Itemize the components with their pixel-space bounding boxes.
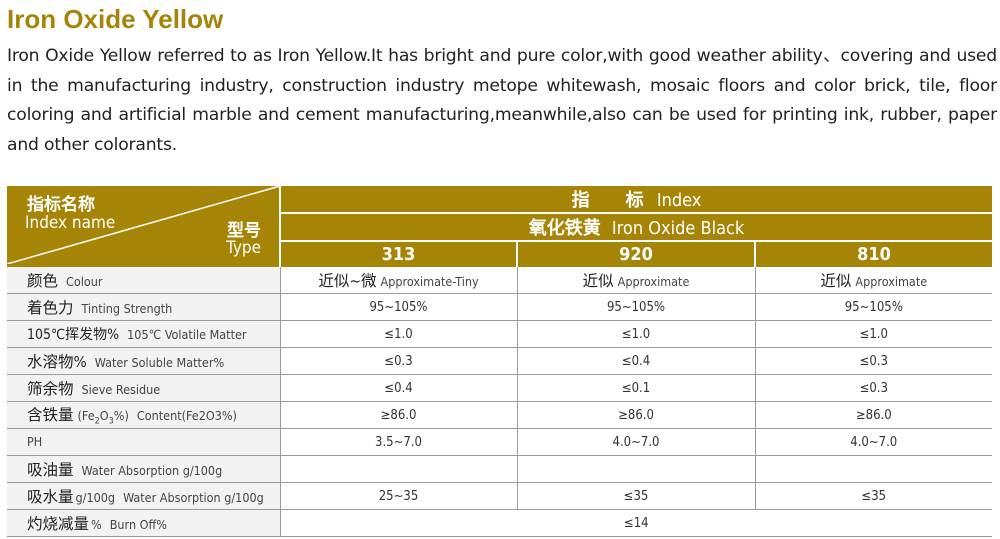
row-label-unit: % [91,517,102,532]
cell-810: 95~105% [754,293,993,321]
row-label-formula: (Fe2O3%) [77,408,129,427]
cell-810: 近似 Approximate [754,267,993,294]
cell-313: ≥86.0 [279,401,517,429]
row-label-en: Content(Fe2O3%) [136,408,237,424]
row-label-cn: 颜色 [27,272,59,290]
table-row: 颜色 Colour 近似~微 Approximate-Tiny 近似 Approxim… [7,267,993,294]
cell-810 [754,455,993,483]
table-row: 着色力 Tinting Strength 95~105% 95~105% 95~1… [7,293,993,321]
cell-920: ≤0.4 [516,347,755,375]
cell-810: ≤0.3 [754,374,993,402]
cell-920: ≤1.0 [516,320,755,348]
table-corner-header: 指标名称 Index name 型号 Type [7,186,281,267]
table-row: 吸水量 g/100g Water Absorption g/100g 25~35 ≤… [7,482,993,510]
cell-313: 近似~微 Approximate-Tiny [279,267,517,294]
cell-313: ≤0.3 [279,347,517,375]
table-row: 含铁量 (Fe2O3%) Content(Fe2O3%) ≥86.0 ≥86.0 ≥… [7,401,993,429]
page-title: Iron Oxide Yellow [7,4,224,34]
row-label-en: Sieve Residue [81,382,161,397]
cell-920: 近似 Approximate [516,267,755,294]
cell-313: 3.5~7.0 [279,428,517,456]
col-header-810: 810 [755,241,993,267]
cell-810: ≥86.0 [754,401,993,429]
row-label-cn: 吸水量 [27,488,74,506]
index-name-cn: 指标名称 [27,195,95,215]
row-label-en: 105℃ Volatile Matter [127,327,247,342]
cell-810: 4.0~7.0 [754,428,993,456]
cell-920: ≤35 [516,482,755,510]
cell-313 [279,455,517,483]
type-cn: 型号 [227,221,261,241]
cell-920: 4.0~7.0 [516,428,755,456]
table-row: 筛余物 Sieve Residue ≤0.4 ≤0.1 ≤0.3 [7,374,993,402]
row-label-en: Water Absorption g/100g [123,490,264,505]
cell-313: ≤0.4 [279,374,517,402]
col-header-313: 313 [280,241,518,267]
index-header-cn: 指 标 [571,190,644,211]
table-row: 灼烧减量% Burn Off% ≤14 [7,509,993,537]
row-label-cn: 筛余物 [27,380,74,398]
row-label-cn: PH [27,434,43,449]
product-header: 氧化铁黄 Iron Oxide Black [280,213,993,242]
product-header-cn: 氧化铁黄 [528,218,601,239]
row-label-cn: 灼烧减量 [27,515,90,533]
row-label-cn: 水溶物% [27,353,87,371]
cell-920 [516,455,755,483]
row-label-en: Burn Off% [109,517,167,532]
table-row: 吸油量 Water Absorption g/100g [7,455,993,483]
row-label-cn: 105℃挥发物% [27,327,120,343]
product-header-en: Iron Oxide Black [611,218,745,239]
row-label-en: Colour [66,274,103,289]
row-label-unit: g/100g [75,490,116,505]
corner-diagonal [7,186,278,264]
cell-810: ≤1.0 [754,320,993,348]
row-label-en: Water Absorption g/100g [81,463,223,478]
index-header-en: Index [656,190,702,211]
row-label-en: Tinting Strength [81,301,173,316]
col-header-920: 920 [517,241,756,267]
table-row: PH 3.5~7.0 4.0~7.0 4.0~7.0 [7,428,993,456]
cell-920: 95~105% [516,293,755,321]
cell-all: ≤14 [279,509,993,537]
row-label-cn: 含铁量 [27,406,74,425]
table-row: 水溶物% Water Soluble Matter% ≤0.3 ≤0.4 ≤0.3 [7,347,993,375]
table-row: 105℃挥发物% 105℃ Volatile Matter ≤1.0 ≤1.0 ≤… [7,320,993,348]
index-header: 指 标 Index [280,186,993,214]
cell-810: ≤0.3 [754,347,993,375]
cell-920: ≤0.1 [516,374,755,402]
type-en: Type [226,238,261,258]
cell-810: ≤35 [754,482,993,510]
spec-table: 指标名称 Index name 型号 Type 指 标 Index 氧化铁黄 I… [7,186,993,537]
cell-313: ≤1.0 [279,320,517,348]
intro-paragraph: Iron Oxide Yellow referred to as Iron Ye… [7,46,997,155]
cell-313: 95~105% [279,293,517,321]
index-name-en: Index name [25,213,116,233]
row-label-cn: 吸油量 [27,461,74,479]
row-label-cn: 着色力 [27,299,74,317]
cell-313: 25~35 [279,482,517,510]
cell-920: ≥86.0 [516,401,755,429]
row-label-en: Water Soluble Matter% [94,355,225,370]
